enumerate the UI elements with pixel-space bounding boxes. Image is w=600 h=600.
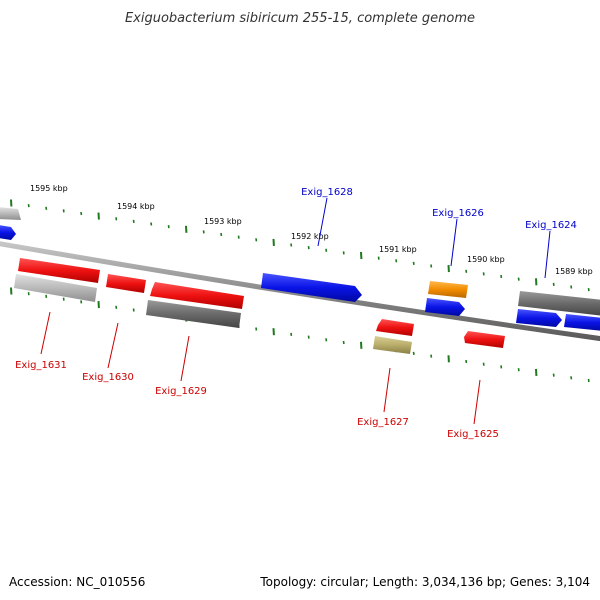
leader-exig-1626: [450, 218, 458, 267]
leader-exig-1625: [473, 379, 481, 425]
outer-scale-ticks: [10, 199, 590, 292]
gene-arrow[interactable]: [150, 282, 244, 309]
reverse-genes: [14, 274, 505, 354]
gene-label-exig-1630[interactable]: Exig_1630: [82, 372, 134, 383]
label-leaders: [40, 197, 551, 425]
scale-label-1593: 1593 kbp: [204, 217, 242, 226]
gene-arrow[interactable]: [564, 314, 600, 331]
leader-exig-1629: [180, 335, 190, 382]
gene-arrow[interactable]: [464, 331, 505, 348]
accession-text: Accession: NC_010556: [9, 575, 145, 589]
leader-exig-1631: [40, 311, 51, 355]
genome-summary-text: Topology: circular; Length: 3,034,136 bp…: [259, 575, 590, 589]
scale-label-1595: 1595 kbp: [30, 184, 68, 193]
map-title: Exiguobacterium sibiricum 255-15, comple…: [125, 11, 475, 26]
inner-scale-ticks: [10, 287, 590, 383]
gene-arrow[interactable]: [516, 309, 562, 327]
scale-label-1589: 1589 kbp: [555, 267, 593, 276]
gene-arrow[interactable]: [18, 258, 100, 283]
gene-arrow[interactable]: [0, 225, 16, 240]
gene-label-exig-1629[interactable]: Exig_1629: [155, 386, 207, 397]
gene-arrow[interactable]: [261, 273, 362, 302]
gene-label-exig-1624[interactable]: Exig_1624: [525, 220, 577, 231]
gene-arrow[interactable]: [428, 281, 468, 298]
leader-exig-1630: [107, 322, 119, 369]
gene-label-exig-1627[interactable]: Exig_1627: [357, 417, 409, 428]
gene-arrow[interactable]: [146, 300, 241, 328]
gene-arrow[interactable]: [14, 274, 97, 302]
scale-label-1592: 1592 kbp: [291, 232, 329, 241]
gene-arrow[interactable]: [373, 336, 412, 354]
leader-exig-1624: [544, 230, 551, 279]
gene-label-exig-1628[interactable]: Exig_1628: [301, 187, 353, 198]
scale-label-1591: 1591 kbp: [379, 245, 417, 254]
forward-genes: [0, 207, 600, 331]
gene-arrow[interactable]: [0, 207, 21, 220]
gene-label-exig-1631[interactable]: Exig_1631: [15, 360, 67, 371]
gene-arrow[interactable]: [106, 274, 146, 293]
leader-exig-1627: [383, 367, 391, 413]
scale-label-1590: 1590 kbp: [467, 255, 505, 264]
gene-arrow[interactable]: [425, 298, 465, 316]
leader-exig-1628: [317, 197, 328, 247]
gene-arrow[interactable]: [518, 291, 600, 316]
scale-label-1594: 1594 kbp: [117, 202, 155, 211]
gene-label-exig-1625[interactable]: Exig_1625: [447, 429, 499, 440]
gene-arrow[interactable]: [376, 319, 414, 336]
gene-label-exig-1626[interactable]: Exig_1626: [432, 208, 484, 219]
